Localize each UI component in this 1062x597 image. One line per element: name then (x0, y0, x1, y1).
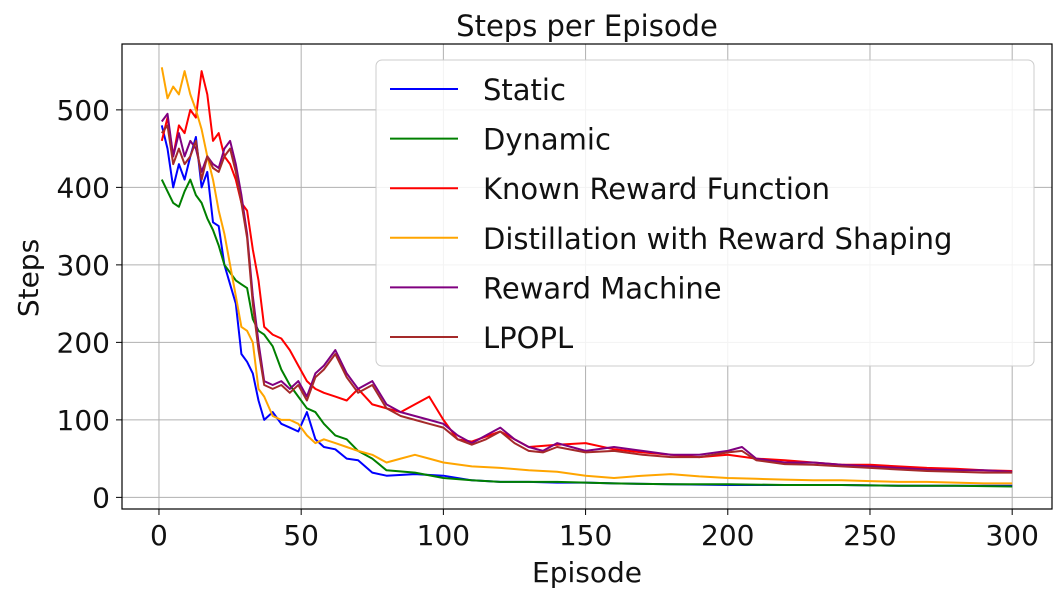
x-tick-label: 200 (701, 519, 754, 552)
x-tick-label: 100 (417, 519, 470, 552)
plot-frame (121, 43, 1053, 510)
series-line-4 (160, 112, 1013, 473)
y-tick-label: 0 (92, 481, 110, 514)
x-axis-ticks: 0 50 100 150 200 250 300 (150, 509, 1039, 552)
x-tick-label: 0 (150, 519, 168, 552)
series-line-5 (160, 124, 1013, 474)
legend-label: Dynamic (483, 123, 611, 157)
x-axis-label: Episode (532, 556, 642, 589)
series-lines (160, 67, 1013, 488)
legend-label: Known Reward Function (483, 172, 830, 206)
x-tick-label: 150 (559, 519, 612, 552)
chart-title: Steps per Episode (456, 9, 718, 43)
y-axis-label: Steps (12, 239, 45, 317)
legend-label: Reward Machine (483, 271, 722, 305)
x-tick-label: 300 (985, 519, 1038, 552)
y-axis-ticks: 0 100 200 300 400 500 (57, 94, 122, 514)
y-tick-label: 100 (57, 404, 110, 437)
legend-box (375, 59, 1035, 367)
y-tick-label: 500 (57, 94, 110, 127)
y-tick-label: 300 (57, 249, 110, 282)
y-tick-label: 200 (57, 326, 110, 359)
x-tick-label: 50 (283, 519, 319, 552)
legend-label: Static (483, 73, 566, 107)
x-tick-label: 250 (843, 519, 896, 552)
series-line-3 (160, 67, 1013, 485)
legend: Static Dynamic Known Reward Function Distil… (375, 59, 1035, 367)
series-line-1 (160, 178, 1013, 488)
y-tick-label: 400 (57, 171, 110, 204)
legend-label: LPOPL (483, 321, 573, 355)
legend-label: Distillation with Reward Shaping (483, 222, 952, 256)
